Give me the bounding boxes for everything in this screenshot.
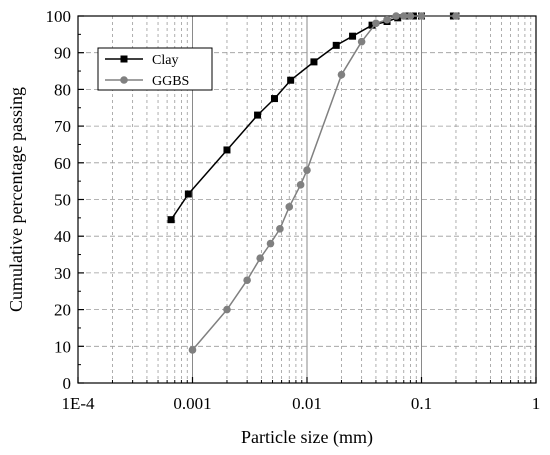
- y-tick-label: 100: [46, 7, 72, 26]
- data-point-ggbs: [276, 225, 284, 233]
- data-point-clay: [310, 58, 318, 66]
- legend: Clay GGBS: [97, 47, 213, 91]
- series-line-clay: [170, 15, 456, 221]
- data-point-ggbs: [223, 305, 231, 314]
- axis-ticks: [77, 15, 537, 384]
- data-point-clay: [167, 216, 175, 224]
- data-point-ggbs: [392, 12, 400, 20]
- data-point-ggbs: [452, 12, 460, 20]
- data-point-clay: [332, 41, 340, 49]
- data-point-ggbs: [243, 276, 251, 285]
- legend-marker-ggbs: [120, 76, 128, 84]
- series-layer: [167, 12, 460, 354]
- data-point-ggbs: [383, 15, 391, 24]
- x-axis-title: Particle size (mm): [241, 427, 373, 448]
- data-point-clay: [254, 111, 262, 119]
- legend-box: [97, 47, 213, 91]
- y-tick-label: 0: [63, 374, 72, 393]
- data-point-ggbs: [417, 12, 426, 20]
- data-point-ggbs: [337, 70, 346, 79]
- data-point-ggbs: [406, 12, 415, 20]
- y-axis-title: Cumulative percentage passing: [6, 87, 26, 312]
- data-point-ggbs: [372, 19, 380, 28]
- y-tick-label: 90: [54, 44, 71, 63]
- data-point-ggbs: [188, 346, 197, 354]
- data-point-clay: [368, 21, 376, 29]
- data-point-ggbs: [285, 203, 294, 211]
- x-tick-label: 1E-4: [61, 394, 95, 413]
- y-tick-label: 30: [54, 264, 71, 283]
- data-point-ggbs: [399, 12, 408, 20]
- x-tick-label: 0.001: [173, 394, 211, 413]
- y-tick-label: 40: [54, 227, 71, 246]
- data-point-clay: [270, 95, 278, 103]
- major-gridlines: [78, 16, 536, 383]
- y-tick-label: 10: [54, 337, 71, 356]
- x-tick-labels: 1E-4 0.001 0.01 0.1 1: [61, 394, 540, 413]
- data-point-clay: [349, 32, 357, 40]
- y-tick-label: 70: [54, 117, 71, 136]
- data-point-clay: [223, 146, 231, 154]
- y-tick-label: 20: [54, 301, 71, 320]
- legend-marker-clay: [120, 55, 128, 63]
- x-tick-label: 0.01: [292, 394, 322, 413]
- legend-label-ggbs: GGBS: [152, 74, 189, 89]
- data-point-ggbs: [303, 166, 311, 174]
- data-point-ggbs: [256, 254, 264, 263]
- y-tick-label: 50: [54, 191, 71, 210]
- data-point-clay: [287, 76, 295, 84]
- data-point-ggbs: [266, 239, 275, 248]
- data-point-ggbs: [296, 181, 305, 189]
- y-tick-label: 80: [54, 80, 71, 99]
- data-point-clay: [184, 190, 192, 198]
- y-tick-label: 60: [54, 154, 71, 173]
- x-tick-label: 1: [532, 394, 541, 413]
- y-tick-labels: 0 10 20 30 40 50 60 70 80 90 100: [46, 7, 72, 393]
- x-tick-label: 0.1: [411, 394, 432, 413]
- data-point-ggbs: [357, 37, 366, 46]
- legend-label-clay: Clay: [152, 53, 178, 68]
